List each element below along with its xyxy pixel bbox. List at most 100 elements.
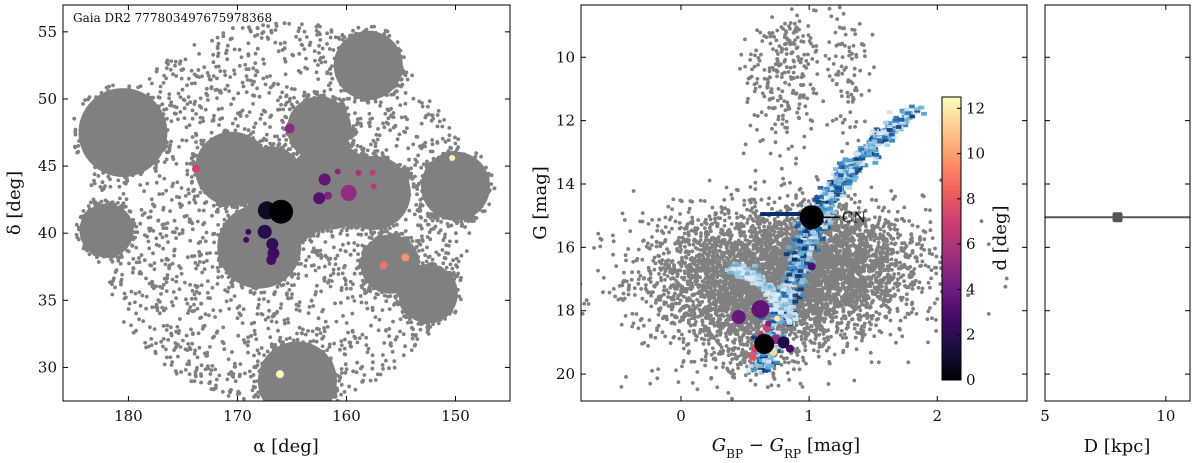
field-star [324,255,329,260]
field-star [170,261,175,266]
field-star [172,104,177,109]
patch-edge-star [419,322,424,327]
field-star [418,208,423,213]
field-star [418,242,423,247]
field-star [168,67,173,72]
patch-edge-star [380,151,385,156]
field-star [413,342,418,347]
field-star [244,74,249,78]
field-star [252,365,257,370]
field-star [328,256,333,261]
patch-edge-star [324,410,328,414]
field-star [174,162,179,166]
patch-edge-star [338,45,343,50]
field-star [275,309,280,314]
field-star [343,337,347,342]
field-star [322,279,327,283]
field-star [333,35,338,40]
patch-edge-star [286,147,291,152]
patch-edge-star [281,134,286,138]
field-star [920,259,925,264]
patch-edge-star [283,195,288,200]
field-star [218,69,223,73]
field-star [297,52,302,56]
patch-edge-star [381,230,386,234]
field-star [237,47,242,52]
field-star [202,65,207,70]
field-star [144,276,148,281]
field-star [119,280,123,284]
patch-edge-star [399,77,403,82]
field-star [467,231,472,236]
field-star [189,175,194,179]
field-star [925,317,930,321]
field-star [203,367,208,372]
field-star [662,292,666,297]
patch-edge-star [113,253,118,257]
patch-edge-star [81,217,86,222]
patch-edge-star [335,207,340,212]
field-star [808,328,813,333]
field-star [142,258,147,263]
field-star [447,133,452,138]
patch-edge-star [377,287,382,292]
field-star [160,192,165,196]
field-star [139,253,144,257]
patch-edge-star [82,243,87,248]
field-star [736,238,741,243]
field-star [213,315,218,319]
patch-edge-star [221,202,226,206]
field-star [127,261,131,266]
field-star [430,142,435,147]
field-star [930,236,935,241]
field-star [332,341,336,346]
patch-edge-star [243,204,248,209]
patch-edge-star [231,186,236,190]
field-star [165,221,170,226]
patch-edge-star [72,116,77,121]
field-star [682,231,687,236]
patch-edge-star [337,374,341,379]
field-star [129,289,134,294]
field-star [359,300,364,305]
field-star [262,297,266,301]
patch-edge-star [356,225,360,230]
patch-edge-star [361,251,365,256]
field-star [155,67,159,71]
field-star [358,366,363,371]
field-star [164,60,169,65]
field-star [188,282,193,287]
patch-edge-star [484,165,488,170]
field-star [392,124,397,129]
field-star [283,103,288,107]
field-star [252,125,256,129]
field-star [92,178,96,183]
field-star [154,305,158,309]
patch-edge-star [287,162,292,166]
field-star [205,290,210,295]
patch-edge-star [119,253,124,258]
field-star [915,259,919,264]
field-star [158,284,162,289]
field-star [118,261,123,266]
patch-edge-star [343,213,348,218]
field-star [224,299,229,304]
field-star [208,380,213,384]
patch-edge-star [76,237,81,242]
patch-edge-star [477,207,482,212]
field-star [295,331,299,336]
field-star [174,194,179,199]
field-star [317,44,321,48]
patch-edge-star [272,225,277,230]
patch-edge-star [291,152,296,156]
patch-edge-star [356,258,360,263]
field-star [620,211,625,216]
field-star [269,319,274,324]
field-star [327,47,332,51]
patch-edge-star [222,128,227,133]
patch-edge-star [420,189,424,194]
patch-edge-star [349,144,354,149]
field-star [211,118,216,123]
field-star [159,292,163,296]
